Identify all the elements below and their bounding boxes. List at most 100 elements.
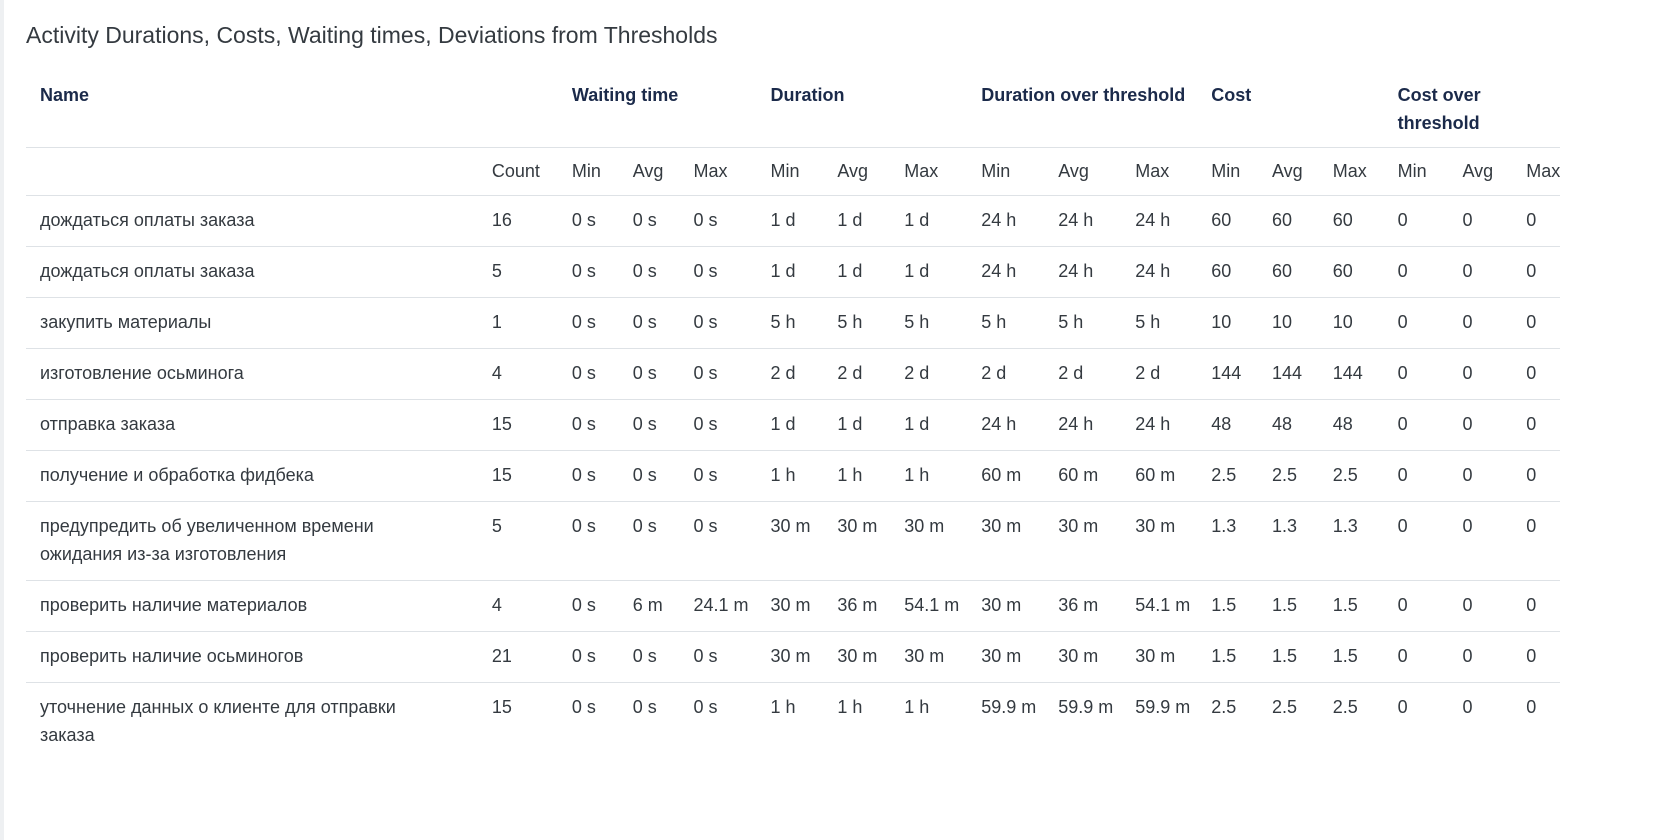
cell-duration-avg: 1 h bbox=[837, 697, 863, 717]
activity-name: уточнение данных о клиенте для отправки … bbox=[40, 697, 396, 745]
cell-count: 4 bbox=[477, 348, 558, 400]
cell-cost-over-avg: 0 bbox=[1448, 399, 1513, 451]
sub-header-duration-max[interactable]: Max bbox=[890, 147, 968, 196]
cell-duration-max: 5 h bbox=[890, 297, 968, 349]
activity-name: получение и обработка фидбека bbox=[26, 450, 478, 502]
table-row[interactable]: предупредить об увеличенном времени ожид… bbox=[26, 501, 1560, 581]
cell-waiting-max: 0 s bbox=[679, 297, 757, 349]
cell-dur-over-min: 30 m bbox=[967, 631, 1045, 683]
cell-dur-over-max: 24 h bbox=[1121, 246, 1198, 298]
cell-cost-min: 1.3 bbox=[1197, 501, 1258, 581]
cell-waiting-avg: 0 s bbox=[618, 450, 680, 502]
cell-count: 5 bbox=[477, 501, 558, 581]
cell-duration-min: 1 d bbox=[756, 195, 824, 247]
cell-cost-over-min: 0 bbox=[1383, 399, 1449, 451]
sub-header-waiting-max[interactable]: Max bbox=[679, 147, 757, 196]
page-left-border bbox=[0, 0, 4, 840]
sub-header-count[interactable]: Count bbox=[477, 147, 558, 196]
cell-waiting-min: 0 s bbox=[557, 501, 619, 581]
cell-dur-over-avg: 24 h bbox=[1044, 195, 1122, 247]
col-header-cost-over-threshold[interactable]: Cost over threshold bbox=[1383, 70, 1560, 148]
cell-cost-avg: 144 bbox=[1258, 348, 1319, 400]
cell-dur-over-avg: 36 m bbox=[1044, 580, 1122, 632]
cell-dur-over-max: 59.9 m bbox=[1135, 697, 1191, 717]
cell-duration-max: 1 h bbox=[890, 450, 968, 502]
cell-dur-over-min: 59.9 m bbox=[981, 697, 1037, 717]
cell-cost-avg: 2.5 bbox=[1272, 697, 1298, 717]
cell-cost-max: 1.3 bbox=[1318, 501, 1384, 581]
cell-dur-over-min: 60 m bbox=[967, 450, 1045, 502]
cell-waiting-avg: 0 s bbox=[618, 399, 680, 451]
sub-header-cost-min[interactable]: Min bbox=[1197, 147, 1258, 196]
cell-cost-min: 60 bbox=[1197, 195, 1258, 247]
cell-count: 16 bbox=[477, 195, 558, 247]
col-header-duration-over-threshold[interactable]: Duration over threshold bbox=[967, 70, 1198, 148]
cell-cost-over-min: 0 bbox=[1383, 501, 1449, 581]
cell-waiting-avg: 0 s bbox=[618, 246, 680, 298]
cell-cost-over-min: 0 bbox=[1383, 631, 1449, 683]
cell-cost-over-min: 0 bbox=[1383, 195, 1449, 247]
cell-cost-over-max: 0 bbox=[1512, 399, 1560, 451]
cell-dur-over-min: 5 h bbox=[967, 297, 1045, 349]
cell-dur-over-min: 2 d bbox=[967, 348, 1045, 400]
sub-header-cost-avg[interactable]: Avg bbox=[1258, 147, 1319, 196]
cell-waiting-max: 0 s bbox=[693, 697, 718, 717]
cell-waiting-min: 0 s bbox=[557, 348, 619, 400]
sub-header-cost-over-max[interactable]: Max bbox=[1512, 147, 1560, 196]
cell-waiting-avg: 0 s bbox=[618, 348, 680, 400]
cell-cost-max: 48 bbox=[1318, 399, 1384, 451]
cell-dur-over-max: 5 h bbox=[1121, 297, 1198, 349]
cell-cost-over-max: 0 bbox=[1512, 631, 1560, 683]
cell-waiting-max: 0 s bbox=[679, 450, 757, 502]
cell-waiting-max: 0 s bbox=[679, 631, 757, 683]
sub-header-dur-over-min[interactable]: Min bbox=[967, 147, 1045, 196]
cell-cost-max: 1.5 bbox=[1318, 631, 1384, 683]
sub-header-waiting-min[interactable]: Min bbox=[557, 147, 619, 196]
cell-waiting-min: 0 s bbox=[571, 697, 596, 717]
cell-duration-min: 1 h bbox=[756, 450, 824, 502]
cell-waiting-max: 24.1 m bbox=[679, 580, 757, 632]
table-row[interactable]: уточнение данных о клиенте для отправки … bbox=[26, 683, 1560, 762]
cell-dur-over-avg: 60 m bbox=[1044, 450, 1122, 502]
cell-cost-min: 10 bbox=[1197, 297, 1258, 349]
sub-header-waiting-avg[interactable]: Avg bbox=[618, 147, 680, 196]
cell-waiting-avg: 0 s bbox=[632, 697, 657, 717]
cell-count: 5 bbox=[477, 246, 558, 298]
cell-waiting-avg: 0 s bbox=[618, 195, 680, 247]
cell-count: 15 bbox=[477, 450, 558, 502]
sub-header-dur-over-avg[interactable]: Avg bbox=[1044, 147, 1122, 196]
cell-duration-max: 1 d bbox=[890, 399, 968, 451]
sub-header-cost-over-min[interactable]: Min bbox=[1383, 147, 1449, 196]
sub-header-cost-max[interactable]: Max bbox=[1318, 147, 1384, 196]
sub-header-duration-avg[interactable]: Avg bbox=[823, 147, 891, 196]
cell-cost-min: 2.5 bbox=[1211, 697, 1237, 717]
cell-count: 4 bbox=[477, 580, 558, 632]
cell-cost-over-avg: 0 bbox=[1448, 450, 1513, 502]
col-header-duration[interactable]: Duration bbox=[756, 70, 968, 148]
col-header-name[interactable]: Name bbox=[26, 70, 558, 148]
cell-cost-over-min: 0 bbox=[1383, 348, 1449, 400]
col-header-waiting-time[interactable]: Waiting time bbox=[557, 70, 757, 148]
sub-header-cost-over-avg[interactable]: Avg bbox=[1448, 147, 1513, 196]
cell-cost-max: 2.5 bbox=[1318, 450, 1384, 502]
sub-header-dur-over-max[interactable]: Max bbox=[1121, 147, 1198, 196]
cell-duration-avg: 30 m bbox=[823, 501, 891, 581]
cell-duration-avg: 30 m bbox=[823, 631, 891, 683]
cell-duration-max: 30 m bbox=[890, 631, 968, 683]
cell-waiting-avg: 0 s bbox=[618, 631, 680, 683]
cell-cost-over-avg: 0 bbox=[1448, 195, 1513, 247]
cell-cost-over-min: 0 bbox=[1383, 297, 1449, 349]
cell-cost-min: 60 bbox=[1197, 246, 1258, 298]
sub-header-duration-min[interactable]: Min bbox=[756, 147, 824, 196]
cell-waiting-max: 0 s bbox=[679, 399, 757, 451]
col-header-cost[interactable]: Cost bbox=[1197, 70, 1384, 148]
cell-cost-over-min: 0 bbox=[1397, 697, 1408, 717]
